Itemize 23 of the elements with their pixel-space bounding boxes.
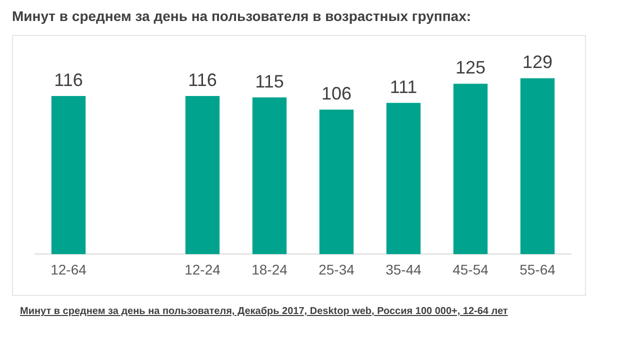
x-tick-label: 45-54	[452, 261, 489, 278]
data-label: 129	[522, 52, 553, 72]
x-tick-label: 35-44	[386, 261, 422, 278]
data-label: 106	[321, 84, 352, 104]
x-tick-label: 12-64	[50, 261, 87, 278]
x-tick-label: 12-24	[184, 261, 221, 278]
data-label: 116	[54, 70, 83, 90]
bar	[319, 110, 354, 254]
bar	[386, 102, 421, 254]
bar	[51, 96, 86, 254]
x-tick-label: 55-64	[520, 261, 556, 278]
data-label: 115	[255, 71, 284, 92]
text: Минут в среднем за день на пользователя, Декабрь 2017, Desktop web, Россия 100 000+, 12-64 лет	[20, 306, 508, 317]
bar	[520, 78, 555, 254]
chart-title: Минут в среднем за день на пользователя в возрастных группах:	[12, 8, 472, 24]
data-label: 111	[390, 76, 418, 97]
bar	[185, 96, 220, 254]
data-label: 125	[455, 58, 486, 78]
bar	[453, 84, 488, 254]
x-tick-label: 25-34	[318, 261, 355, 278]
x-tick-label: 18-24	[252, 261, 288, 278]
bar	[252, 97, 287, 254]
data-label: 116	[188, 70, 217, 90]
